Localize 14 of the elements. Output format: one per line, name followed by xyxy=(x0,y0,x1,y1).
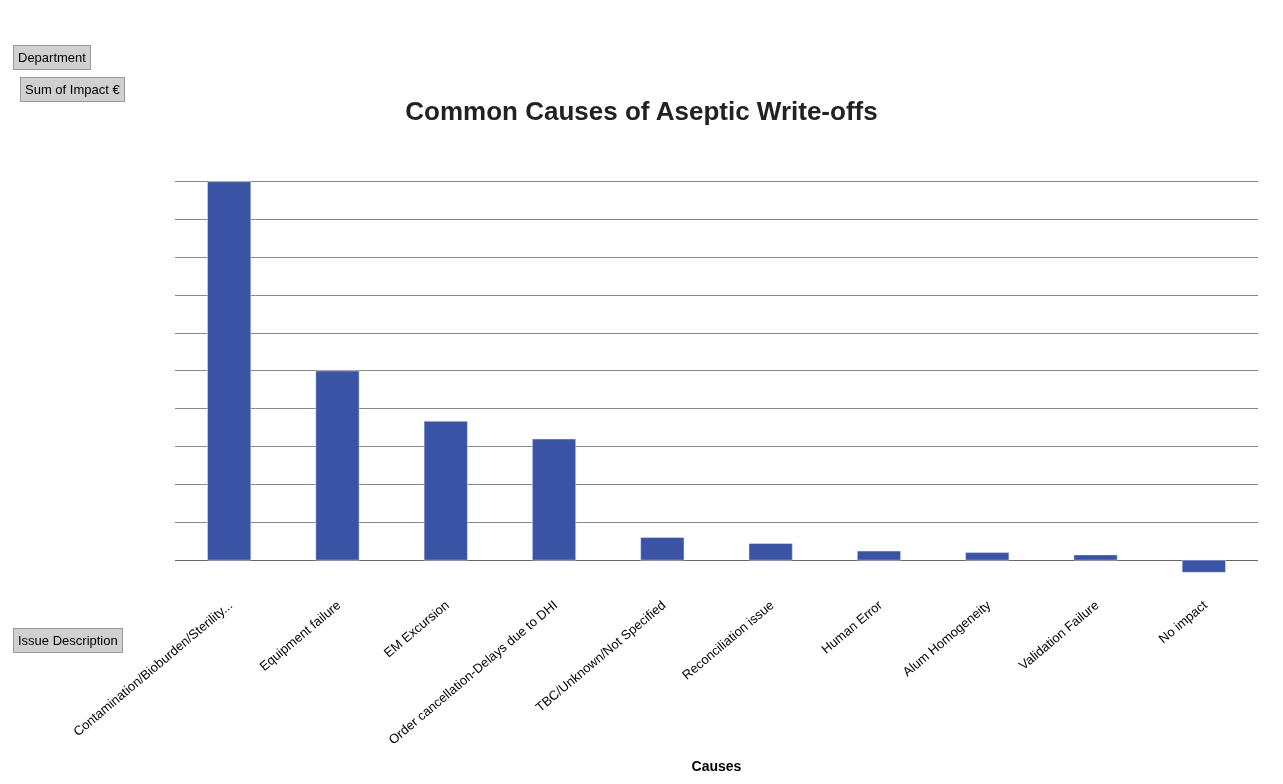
bar xyxy=(748,543,793,561)
bar xyxy=(965,552,1010,561)
bar xyxy=(857,550,901,561)
bar xyxy=(640,537,685,561)
bar xyxy=(315,370,360,561)
bar xyxy=(423,421,468,561)
x-axis-title: Causes xyxy=(691,758,742,775)
text: Department xyxy=(18,50,87,65)
bar xyxy=(1181,559,1226,573)
bar xyxy=(207,181,252,561)
text: Sum of Impact € xyxy=(25,82,121,97)
bar xyxy=(532,438,576,561)
bar xyxy=(1073,554,1118,561)
chart-title: Common Causes of Aseptic Write-offs xyxy=(405,96,878,127)
